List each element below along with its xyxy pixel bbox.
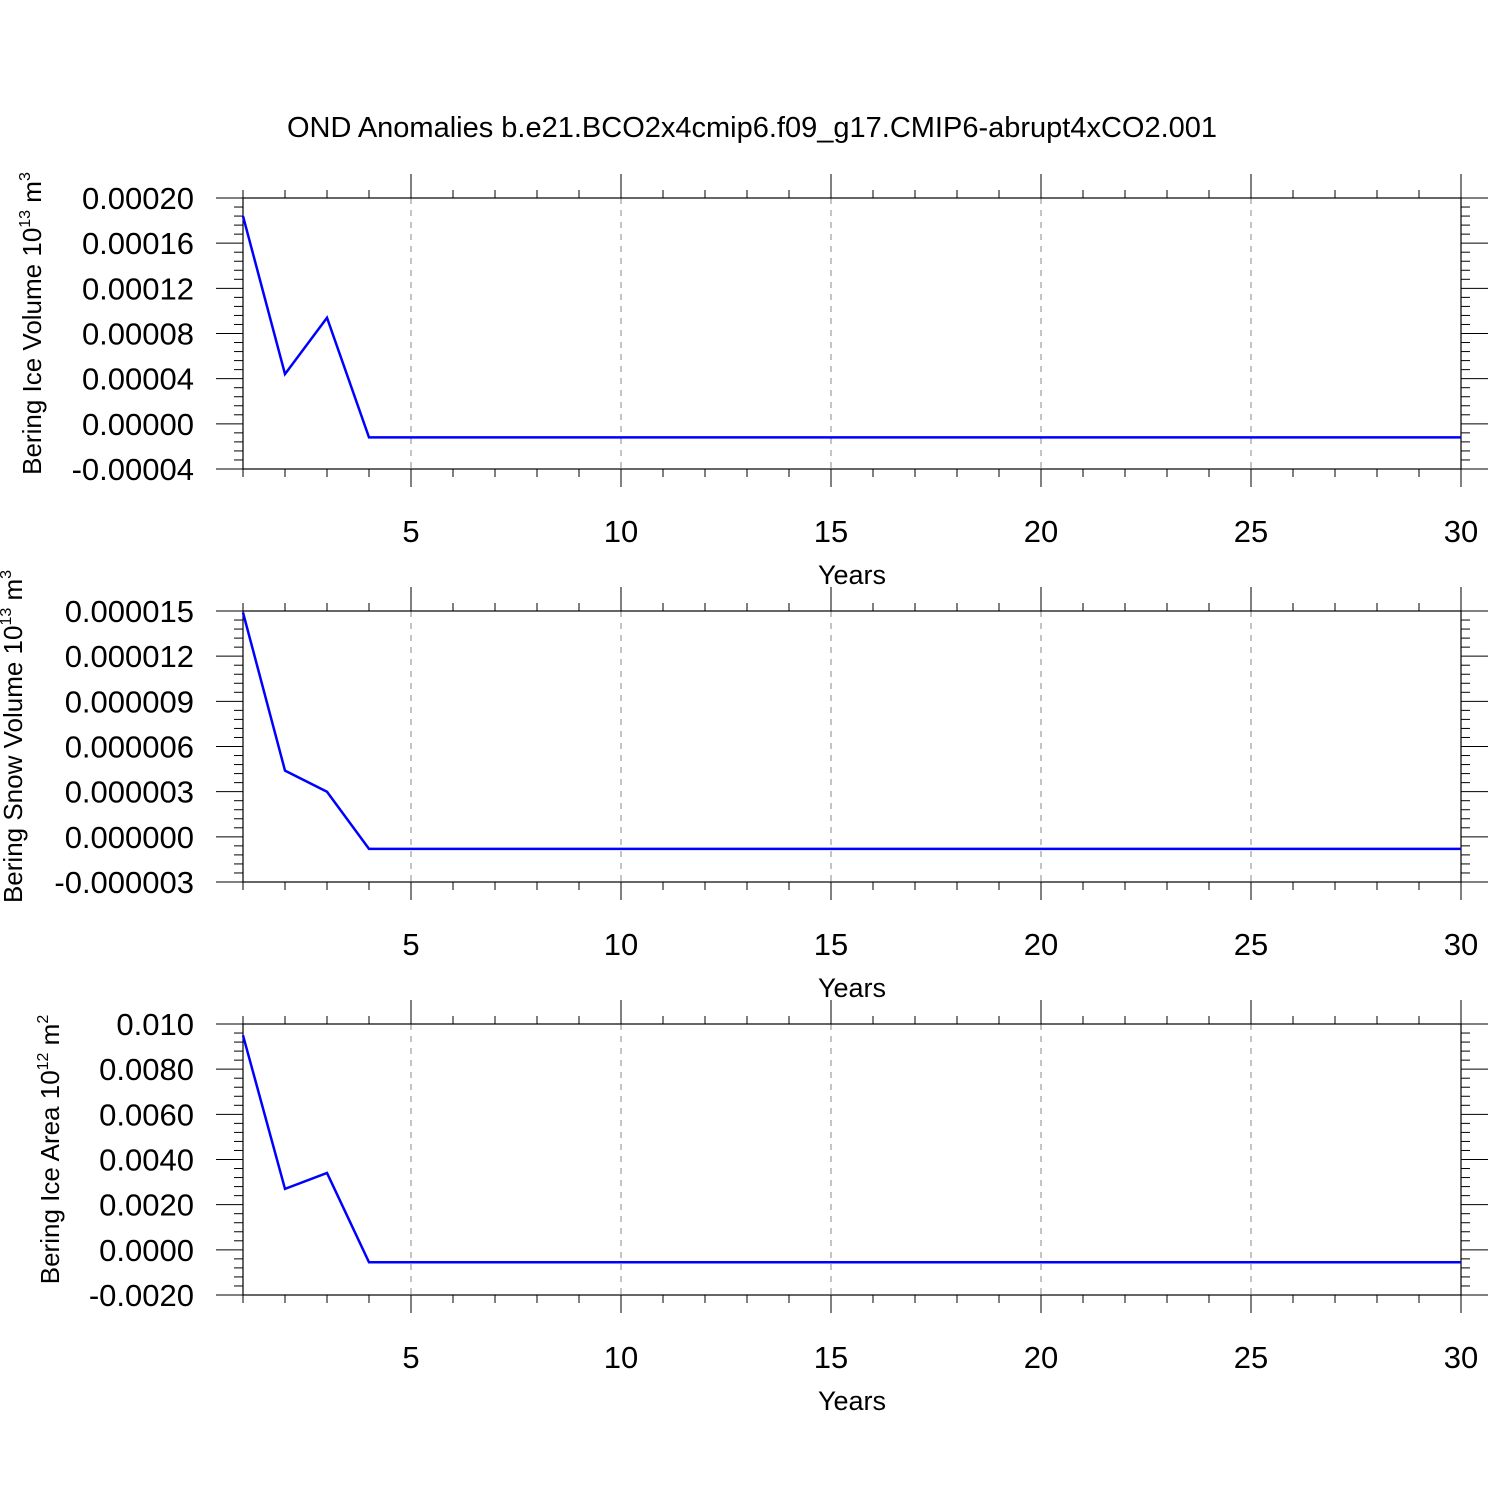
x-tick-label: 10 [604,1340,638,1375]
y-tick-label: 0.0040 [99,1143,194,1178]
y-axis-label: Bering Ice Area 1012 m2 [35,1015,65,1285]
panel-2: 5 10 15 20 25 30 Years -0.000003 0.000000 0.00000… [0,570,1488,1003]
y-tick-label: 0.000012 [65,639,194,674]
x-axis-label: Years [818,973,886,1003]
panel-1: 5 10 15 20 25 30 Years -0.00004 0.00000 0.00004 0.… [17,172,1488,590]
x-tick-label: 15 [814,927,848,962]
plot-frame [242,1023,1462,1296]
x-tick-label: 30 [1444,514,1478,549]
x-tick-label: 15 [814,1340,848,1375]
y-tick-label: 0.00020 [82,181,194,216]
x-tick-label: 25 [1234,514,1268,549]
y-axis-label: Bering Ice Volume 1013 m3 [17,172,47,475]
series-line [241,1034,1461,1264]
y-tick-label: 0.000009 [65,684,194,719]
x-tick-label: 5 [402,927,419,962]
figure-title: OND Anomalies b.e21.BCO2x4cmip6.f09_g17.… [287,112,1217,144]
x-tick-label: 30 [1444,1340,1478,1375]
y-tick-label: 0.0000 [99,1233,194,1268]
x-tick-label: 5 [402,1340,419,1375]
x-axis-label: Years [818,1386,886,1416]
y-tick-label: 0.000015 [65,594,194,629]
y-tick-label: 0.0060 [99,1097,194,1132]
y-tick-label: 0.000003 [65,775,194,810]
plot-frame [242,610,1462,883]
x-tick-label: 10 [604,927,638,962]
x-tick-label: 5 [402,514,419,549]
y-tick-label: 0.00000 [82,407,194,442]
y-tick-label: 0.00008 [82,317,194,352]
y-tick-label: 0.000000 [65,820,194,855]
y-tick-label: -0.00004 [72,452,194,487]
x-tick-label: 25 [1234,927,1268,962]
x-tick-label: 25 [1234,1340,1268,1375]
x-tick-label: 20 [1024,1340,1058,1375]
y-tick-label: 0.00012 [82,271,194,306]
y-tick-label: 0.000006 [65,730,194,765]
x-tick-label: 20 [1024,514,1058,549]
plot-frame [242,197,1462,470]
x-tick-label: 10 [604,514,638,549]
x-tick-label: 20 [1024,927,1058,962]
y-axis-label: Bering Snow Volume 1013 m3 [0,570,28,903]
x-tick-label: 15 [814,514,848,549]
y-tick-label: -0.0020 [89,1278,194,1313]
y-tick-label: 0.00004 [82,362,194,397]
series-line [241,612,1461,851]
y-tick-label: -0.000003 [54,865,194,900]
y-tick-label: 0.00016 [82,226,194,261]
y-tick-label: 0.0020 [99,1188,194,1223]
x-tick-label: 30 [1444,927,1478,962]
y-tick-label: 0.010 [116,1007,194,1042]
x-axis-label: Years [818,560,886,590]
series-line [241,215,1461,439]
y-tick-label: 0.0080 [99,1052,194,1087]
panel-3: 5 10 15 20 25 30 Years -0.0020 0.0000 0.0020 0.004… [35,1000,1488,1416]
